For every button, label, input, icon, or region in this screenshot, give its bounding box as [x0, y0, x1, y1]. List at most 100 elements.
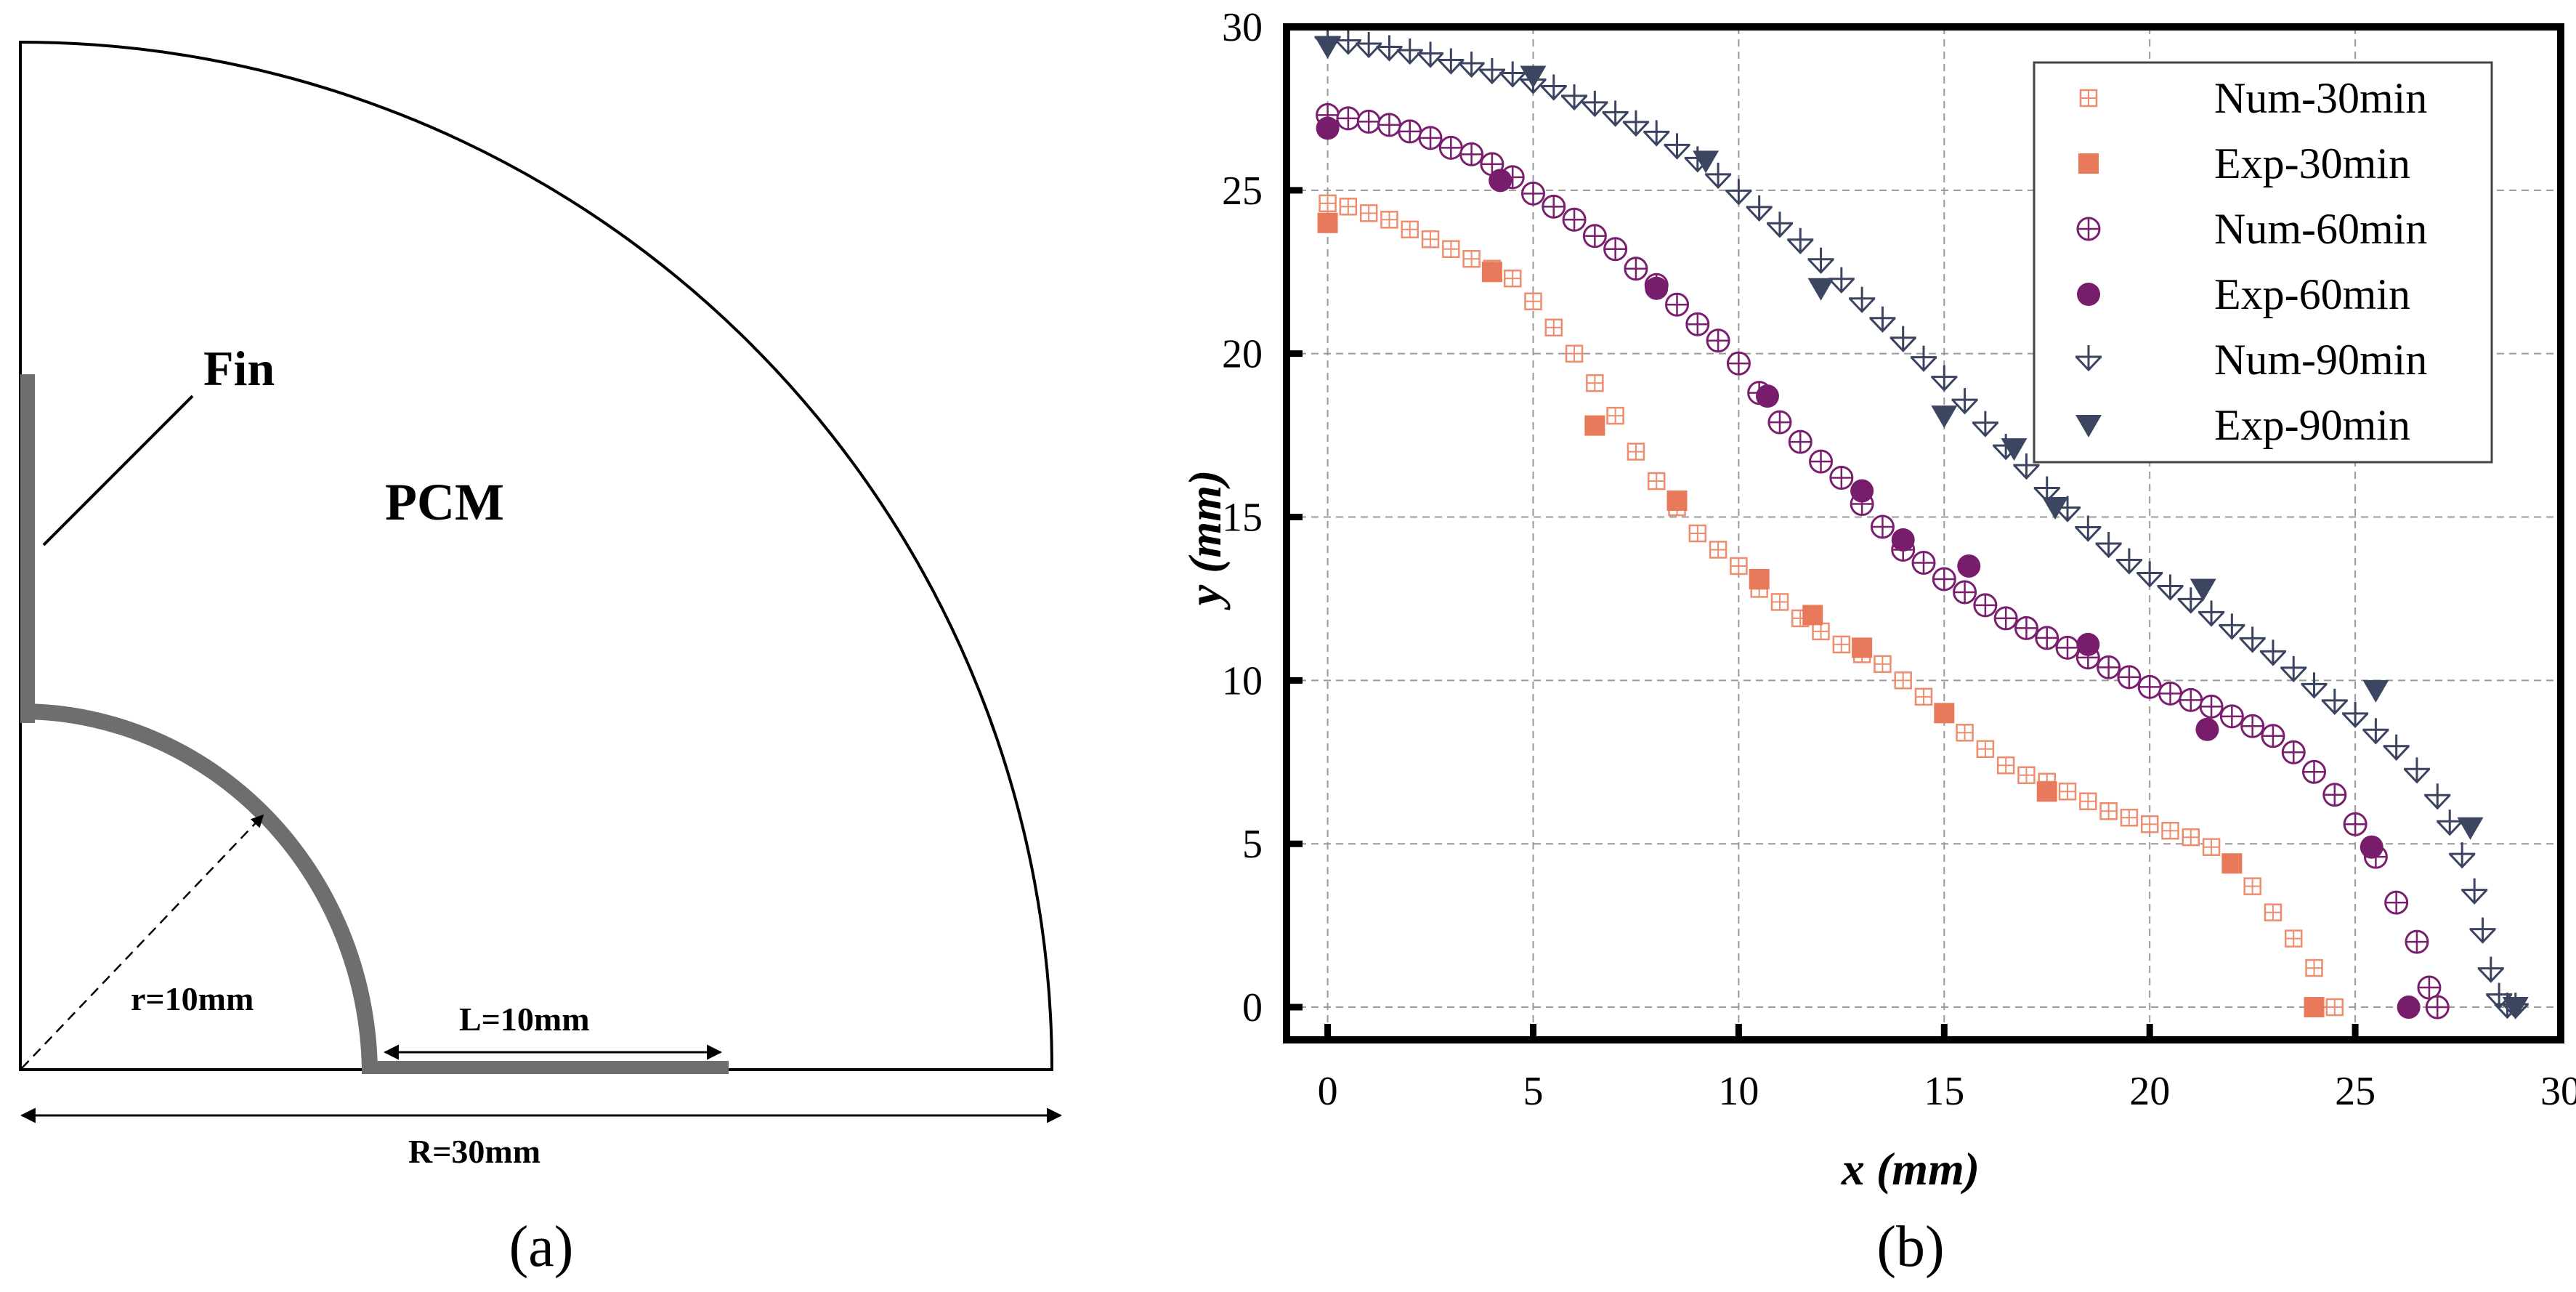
data-point — [1709, 541, 1728, 559]
data-point — [1478, 57, 1505, 85]
data-point — [2095, 531, 2122, 559]
data-point — [1766, 211, 1794, 238]
legend-marker — [2078, 153, 2099, 174]
data-point — [1788, 429, 1812, 454]
horizontal-fin — [362, 1061, 729, 1074]
data-point — [2075, 515, 2102, 542]
data-point — [2343, 812, 2368, 836]
data-point — [2259, 639, 2287, 666]
data-point — [1603, 237, 1628, 262]
data-point — [1627, 443, 1645, 461]
data-point — [2099, 802, 2118, 820]
data-point — [2449, 842, 2476, 869]
data-point — [2157, 574, 2184, 601]
data-point — [2035, 626, 2059, 650]
data-point — [1664, 133, 1690, 160]
data-point — [2055, 635, 2080, 660]
data-point — [1565, 344, 1584, 363]
data-point — [1693, 150, 1720, 174]
data-point — [1606, 406, 1624, 425]
data-point — [1499, 61, 1526, 88]
data-point — [2469, 917, 2496, 944]
data-point — [2202, 838, 2221, 856]
chart-series — [1314, 25, 2529, 1020]
y-tick-label: 10 — [1222, 658, 1263, 703]
data-point — [1524, 292, 1542, 310]
data-point — [2461, 878, 2488, 905]
legend-label-num90: Num-90min — [2214, 336, 2427, 384]
y-tick-label: 5 — [1242, 822, 1263, 867]
data-point — [2302, 759, 2327, 784]
data-point — [2199, 694, 2224, 719]
data-point — [2117, 665, 2142, 690]
data-point — [2140, 815, 2159, 833]
data-point — [2261, 724, 2285, 748]
data-point — [1540, 74, 1567, 101]
data-point — [1951, 388, 1978, 415]
data-point — [1520, 65, 1547, 89]
data-point — [1870, 514, 1895, 539]
data-point — [1931, 405, 1958, 429]
data-point — [1520, 181, 1545, 206]
data-point — [1586, 374, 1604, 392]
data-point — [1934, 703, 1955, 724]
legend-label-exp60: Exp-60min — [2214, 270, 2410, 318]
data-point — [1973, 593, 1998, 618]
fin-leader-line — [42, 395, 194, 546]
data-point — [1560, 84, 1588, 111]
data-point — [1314, 36, 1341, 59]
data-point — [1705, 162, 1732, 190]
data-point — [2405, 929, 2429, 954]
x-tick-label: 10 — [1718, 1069, 1759, 1114]
fin-length-label: L=10mm — [459, 1001, 590, 1038]
data-point — [1993, 606, 2018, 631]
data-point — [1809, 449, 1834, 474]
data-point — [1688, 524, 1707, 543]
data-point — [1376, 35, 1403, 62]
data-point — [2362, 679, 2389, 703]
data-point — [1666, 490, 1688, 512]
data-point — [1957, 554, 1981, 578]
data-point — [1624, 257, 1648, 281]
data-point — [1829, 466, 1854, 490]
panel-a-schematic: Fin PCM r=10mm L=10mm R=30mm (a) — [19, 40, 1063, 1279]
data-point — [1767, 410, 1792, 435]
data-point — [2042, 497, 2069, 520]
data-point — [1894, 671, 1912, 690]
data-point — [1356, 31, 1382, 59]
data-point — [2243, 877, 2261, 895]
data-point — [1458, 51, 1485, 78]
data-point — [1770, 593, 1789, 611]
series-exp-30min — [1317, 212, 2325, 1018]
data-point — [1377, 113, 1401, 137]
legend-marker — [2075, 415, 2102, 437]
data-point — [2195, 717, 2219, 741]
outer-boundary — [19, 40, 1054, 1071]
data-point — [2403, 757, 2431, 784]
panel-a-caption: (a) — [509, 1215, 574, 1279]
data-point — [1849, 286, 1876, 313]
data-point — [1890, 326, 1916, 352]
data-point — [1401, 220, 1419, 239]
data-point — [2305, 958, 2323, 977]
series-exp-90min — [1314, 36, 2529, 1020]
data-point — [2424, 783, 2451, 810]
data-point — [1996, 756, 2015, 775]
legend: Num-30min Exp-30min Num-60min Exp-60min … — [2033, 61, 2493, 464]
data-point — [1874, 655, 1892, 674]
data-point — [1807, 247, 1834, 274]
data-point — [2280, 655, 2307, 683]
data-point — [1953, 580, 1977, 605]
data-point — [2477, 956, 2504, 983]
legend-label-exp30: Exp-30min — [2214, 140, 2410, 187]
data-point — [2177, 587, 2204, 614]
y-axis-label: y (mm) — [1179, 470, 1231, 611]
data-point — [2058, 782, 2077, 801]
data-point — [1421, 230, 1440, 249]
data-point — [2001, 438, 2028, 461]
y-tick-label: 15 — [1222, 496, 1263, 541]
data-point — [1336, 106, 1361, 131]
data-point — [2264, 903, 2283, 921]
